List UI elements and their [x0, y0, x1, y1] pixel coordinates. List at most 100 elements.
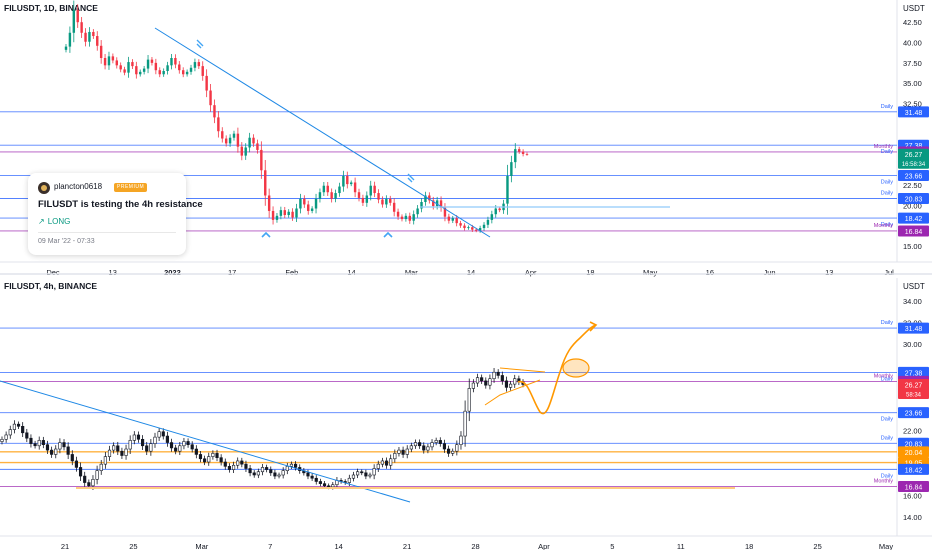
countdown-label: 58:34 — [906, 392, 922, 398]
idea-date: 09 Mar '22 - 07:33 — [38, 238, 95, 245]
candle-body — [303, 198, 306, 205]
candle-body — [74, 460, 79, 468]
candle-body — [84, 32, 87, 42]
candle-body — [455, 218, 458, 224]
candle-body — [37, 440, 41, 447]
candle-body — [314, 477, 318, 482]
candle-body — [492, 371, 496, 380]
candle-body — [103, 58, 107, 66]
candle-body — [281, 470, 285, 476]
candle-body — [434, 440, 438, 443]
price-axis-currency: USDT — [903, 4, 925, 13]
candle-body — [181, 70, 185, 75]
price-label-box — [898, 193, 929, 205]
candle-body — [346, 175, 349, 185]
candle-body — [227, 466, 232, 470]
candle-body — [289, 463, 294, 467]
candle-body — [291, 211, 294, 218]
candle-body — [58, 442, 62, 450]
candle-body — [198, 454, 203, 460]
candle-body — [213, 105, 216, 118]
candle-body — [438, 440, 442, 444]
price-label-box — [898, 407, 929, 419]
candle-body — [136, 434, 141, 440]
candle-body — [92, 31, 95, 37]
candle-body — [190, 444, 194, 450]
candle-body — [236, 460, 240, 466]
candle-body — [342, 175, 345, 187]
y-tick-label: 42.50 — [903, 18, 922, 27]
candle-body — [307, 204, 310, 211]
candle-body — [471, 382, 475, 389]
candle-body — [78, 467, 83, 477]
candle-body — [486, 219, 490, 225]
candle-body — [217, 117, 220, 132]
x-tick-label: Jun — [764, 268, 776, 277]
y-tick-label: 34.00 — [903, 297, 922, 306]
candle-body — [115, 60, 118, 66]
candle-body — [0, 438, 4, 442]
candle-body — [447, 216, 451, 221]
idea-title[interactable]: FILUSDT is testing the 4h resistance — [38, 199, 203, 210]
candle-body — [478, 228, 482, 231]
candle-body — [405, 448, 409, 455]
candle-body — [361, 197, 365, 203]
candle-body — [480, 377, 484, 382]
candle-body — [318, 192, 322, 199]
price-label-box — [898, 437, 929, 449]
candle-body — [369, 185, 372, 196]
candle-body — [463, 225, 466, 229]
candle-body — [357, 192, 361, 198]
projection-arrowhead-icon — [589, 321, 598, 332]
x-tick-label: 11 — [677, 542, 685, 550]
candle-body — [185, 71, 189, 75]
candle-body — [285, 466, 289, 471]
candle-body — [244, 147, 247, 156]
trade-idea-card[interactable]: plancton0618 PREMIUM FILUSDT is testing … — [28, 173, 203, 255]
candle-body — [500, 375, 504, 382]
trend-up-icon: ↗ — [38, 217, 45, 226]
candle-body — [373, 185, 376, 194]
candle-body — [442, 443, 447, 450]
level-tag: Daily — [881, 417, 893, 423]
candle-body — [8, 429, 12, 436]
candle-body — [416, 208, 419, 215]
candle-body — [385, 198, 388, 205]
candle-body — [314, 198, 318, 209]
candle-body — [428, 195, 431, 201]
projection-path — [517, 324, 597, 415]
candle-body — [123, 69, 126, 73]
candle-body — [310, 208, 314, 211]
author-avatar[interactable] — [38, 182, 50, 194]
candle-body — [347, 477, 351, 483]
candle-body — [334, 193, 337, 199]
idea-direction-label: LONG — [47, 217, 71, 226]
candle-body — [446, 448, 451, 454]
chart-title: FILUSDT, 1D, BINANCE — [4, 3, 98, 13]
candle-body — [25, 432, 29, 439]
candle-body — [248, 468, 252, 474]
level-tag: Monthly — [874, 478, 894, 484]
candle-body — [260, 149, 263, 171]
candle-body — [260, 467, 265, 473]
candle-body — [420, 202, 423, 209]
x-tick-label: 25 — [129, 542, 137, 550]
candle-body — [277, 474, 281, 477]
candle-body — [112, 445, 116, 451]
y-tick-label: 40.00 — [903, 39, 922, 48]
candle-body — [103, 456, 107, 465]
candle-body — [404, 215, 408, 220]
idea-author[interactable]: plancton0618 — [54, 182, 103, 191]
candle-body — [471, 227, 474, 230]
candle-body — [326, 185, 329, 193]
price-label-box — [898, 480, 929, 492]
candle-body — [153, 436, 157, 444]
x-tick-label: 21 — [61, 542, 69, 550]
x-tick-label: May — [879, 542, 893, 550]
x-tick-label: 21 — [403, 542, 411, 550]
candle-body — [142, 68, 146, 72]
candle-body — [182, 441, 186, 447]
candle-body — [145, 445, 149, 452]
